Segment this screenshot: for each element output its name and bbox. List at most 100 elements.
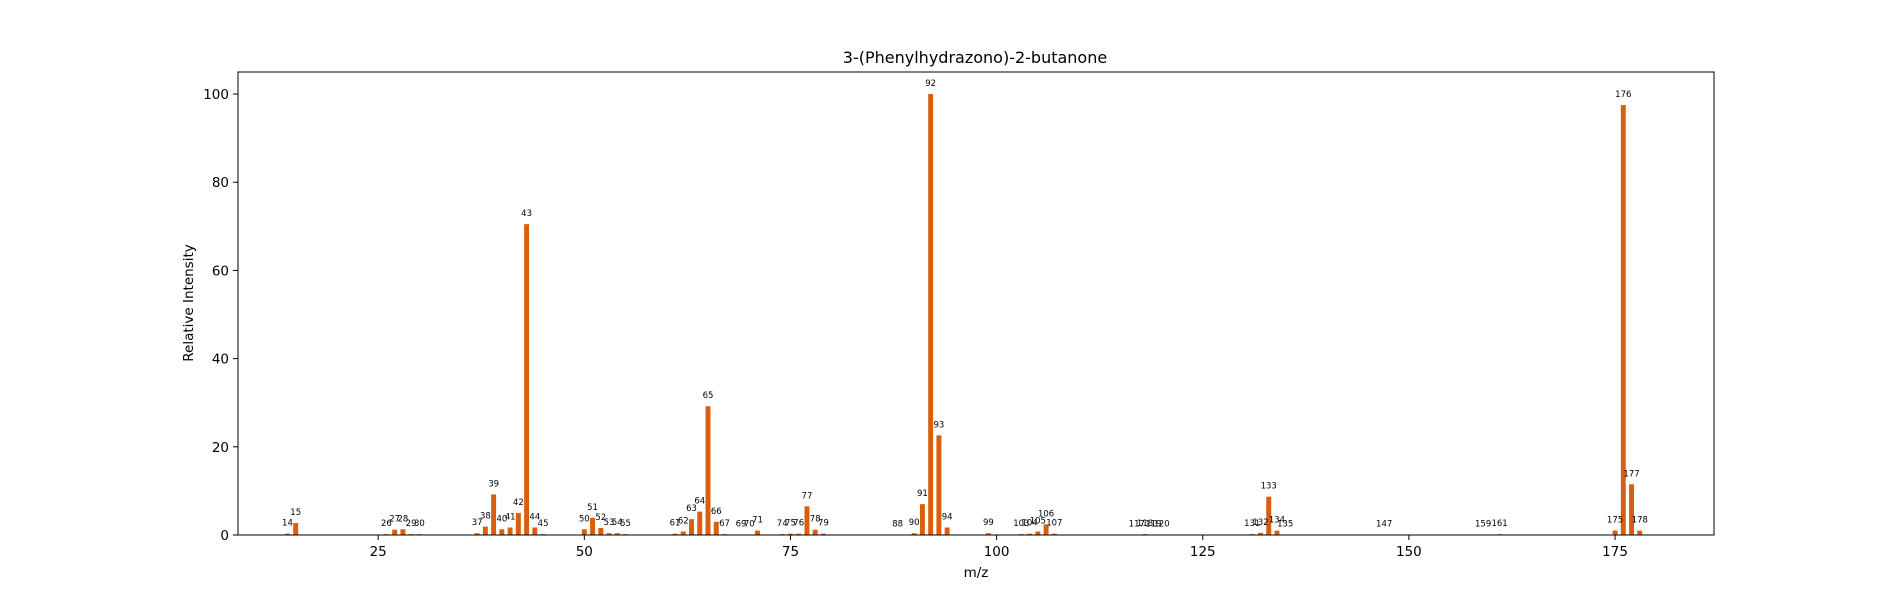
peak-label-133: 133 [1261, 482, 1277, 492]
x-tick-label-75: 75 [782, 544, 799, 560]
peak-bar-39 [491, 494, 497, 535]
peak-label-119: 119 [1145, 520, 1161, 530]
peak-bar-78 [812, 529, 818, 535]
peak-label-42: 42 [513, 498, 524, 508]
peak-label-178: 178 [1632, 516, 1648, 526]
peak-bar-106 [1043, 524, 1049, 535]
peak-bar-93 [936, 435, 942, 535]
peak-label-37: 37 [472, 518, 483, 528]
peak-label-147: 147 [1376, 520, 1392, 530]
peak-label-43: 43 [521, 209, 532, 219]
peak-label-44: 44 [529, 513, 540, 523]
peak-bar-62 [680, 531, 686, 535]
peak-label-75: 75 [785, 519, 796, 529]
peak-bar-91 [919, 504, 925, 535]
peak-bar-107 [1051, 533, 1057, 535]
peak-label-70: 70 [744, 520, 755, 530]
peak-label-175: 175 [1607, 516, 1623, 526]
peak-label-93: 93 [933, 420, 944, 430]
peak-label-64: 64 [694, 497, 705, 507]
peak-bar-40 [499, 529, 505, 535]
peak-bar-134 [1274, 530, 1280, 535]
peak-label-28: 28 [398, 514, 409, 524]
peak-bar-175 [1612, 530, 1618, 535]
x-tick-label-50: 50 [576, 544, 593, 560]
peak-label-77: 77 [802, 491, 813, 501]
x-tick-label-100: 100 [984, 544, 1010, 560]
peak-label-94: 94 [942, 513, 953, 523]
peak-label-15: 15 [290, 508, 301, 518]
peak-label-78: 78 [810, 515, 821, 525]
peak-bar-79 [820, 533, 826, 535]
peak-label-99: 99 [983, 518, 994, 528]
peak-label-40: 40 [496, 514, 507, 524]
peak-bar-94 [944, 527, 950, 535]
y-tick-label-100: 100 [203, 87, 229, 103]
peak-bar-176 [1620, 105, 1626, 535]
peak-bar-41 [507, 527, 513, 535]
peak-label-26: 26 [381, 519, 392, 529]
y-tick-label-0: 0 [220, 528, 229, 544]
x-axis: 25 50 75 100 125 150 175 [370, 535, 1628, 560]
peak-bar-43 [524, 224, 530, 535]
peak-bar-75 [788, 533, 793, 535]
peak-label-118: 118 [1137, 519, 1153, 529]
peak-bar-92 [928, 94, 934, 536]
y-tick-label-40: 40 [212, 352, 229, 368]
peak-bar-90 [911, 533, 917, 535]
y-axis-label: Relative Intensity [181, 244, 197, 362]
peak-label-90: 90 [909, 518, 920, 528]
chart-title: 3-(Phenylhydrazono)-2-butanone [843, 48, 1107, 67]
peak-bar-51 [590, 517, 596, 535]
peak-label-14: 14 [282, 519, 293, 529]
peak-label-30: 30 [414, 519, 425, 529]
peak-bar-64 [697, 511, 703, 535]
peak-bar-105 [1035, 531, 1041, 535]
peak-bar-14 [285, 533, 290, 535]
peak-label-53: 53 [604, 518, 615, 528]
peak-label-39: 39 [488, 479, 499, 489]
peak-label-61: 61 [670, 519, 681, 529]
peak-label-38: 38 [480, 512, 491, 522]
peak-bar-133 [1266, 496, 1272, 535]
peak-bar-28 [400, 529, 406, 535]
peak-label-51: 51 [587, 503, 598, 513]
peak-label-45: 45 [538, 519, 549, 529]
peak-bar-65 [705, 406, 711, 535]
peak-bar-54 [614, 533, 620, 535]
bars-group [285, 94, 1643, 536]
peak-label-161: 161 [1491, 519, 1507, 529]
peak-label-65: 65 [703, 391, 714, 401]
peak-label-41: 41 [505, 513, 516, 523]
peak-bar-104 [1027, 533, 1033, 535]
y-tick-label-80: 80 [212, 175, 229, 191]
x-tick-label-125: 125 [1190, 544, 1216, 560]
peak-bar-99 [985, 533, 991, 535]
peak-label-135: 135 [1277, 520, 1293, 530]
peak-bar-71 [755, 530, 760, 535]
peak-label-106: 106 [1038, 509, 1054, 519]
peak-bar-61 [672, 533, 678, 535]
peak-bar-53 [606, 533, 612, 535]
peak-bar-52 [598, 527, 604, 535]
peak-label-88: 88 [892, 520, 903, 530]
peak-label-29: 29 [406, 519, 417, 529]
peak-label-55: 55 [620, 519, 631, 529]
y-axis: 0 20 40 60 80 100 [203, 87, 238, 544]
peak-bar-76 [796, 533, 802, 535]
peak-label-159: 159 [1475, 520, 1491, 530]
peak-label-50: 50 [579, 514, 590, 524]
peak-label-92: 92 [925, 79, 936, 89]
peak-label-27: 27 [389, 515, 400, 525]
peak-bar-77 [804, 506, 810, 535]
peak-label-117: 117 [1129, 520, 1145, 530]
peak-bar-27 [392, 529, 398, 535]
peak-bar-63 [689, 519, 694, 535]
x-tick-label-25: 25 [370, 544, 387, 560]
x-tick-label-150: 150 [1396, 544, 1422, 560]
peak-bar-44 [532, 527, 538, 535]
peak-label-79: 79 [818, 519, 829, 529]
peak-bar-66 [713, 521, 719, 535]
